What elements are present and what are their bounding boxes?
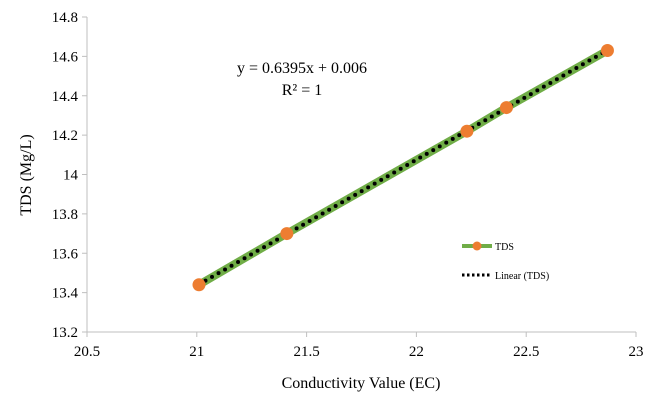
y-tick-label: 14.6 — [52, 49, 79, 65]
x-tick-label: 22 — [409, 344, 424, 360]
x-tick-label: 21.5 — [293, 344, 319, 360]
data-points — [192, 43, 614, 292]
equation-label: y = 0.6395x + 0.006 — [237, 60, 367, 77]
legend-series-marker — [472, 241, 482, 251]
legend-item-series: TDS — [462, 241, 514, 253]
x-tick-label: 22.5 — [513, 344, 539, 360]
x-tick-label: 21 — [189, 344, 204, 360]
legend-item-trendline: Linear (TDS) — [462, 271, 549, 282]
y-tick-label: 13.4 — [52, 286, 79, 302]
x-tick-label: 20.5 — [74, 344, 100, 360]
data-point — [460, 124, 474, 138]
y-axis-ticks: 13.2 13.4 13.6 13.8 14 14.2 14.4 14.6 14.8 — [52, 10, 87, 341]
data-point — [192, 278, 206, 292]
y-tick-label: 14.8 — [52, 10, 78, 26]
y-tick-label: 13.8 — [52, 207, 78, 223]
x-tick-label: 23 — [629, 344, 644, 360]
data-point — [280, 227, 294, 241]
legend-series-label: TDS — [495, 242, 514, 253]
data-point — [499, 101, 513, 115]
series-line-tds — [194, 46, 612, 289]
data-point — [600, 43, 614, 57]
y-tick-label: 13.6 — [52, 246, 79, 262]
series-line-group — [194, 46, 612, 289]
y-tick-label: 13.2 — [52, 325, 78, 341]
y-axis-title: TDS (Mg/L) — [18, 134, 35, 215]
x-axis-title: Conductivity Value (EC) — [282, 375, 441, 392]
r-squared-label: R² = 1 — [282, 82, 323, 99]
y-tick-label: 14.2 — [52, 128, 78, 144]
y-tick-label: 14 — [63, 168, 79, 184]
y-tick-label: 14.4 — [52, 89, 79, 105]
legend-trendline-label: Linear (TDS) — [495, 271, 549, 282]
legend: TDS Linear (TDS) — [462, 241, 549, 282]
x-axis-ticks: 20.5 21 21.5 22 22.5 23 — [74, 332, 644, 360]
